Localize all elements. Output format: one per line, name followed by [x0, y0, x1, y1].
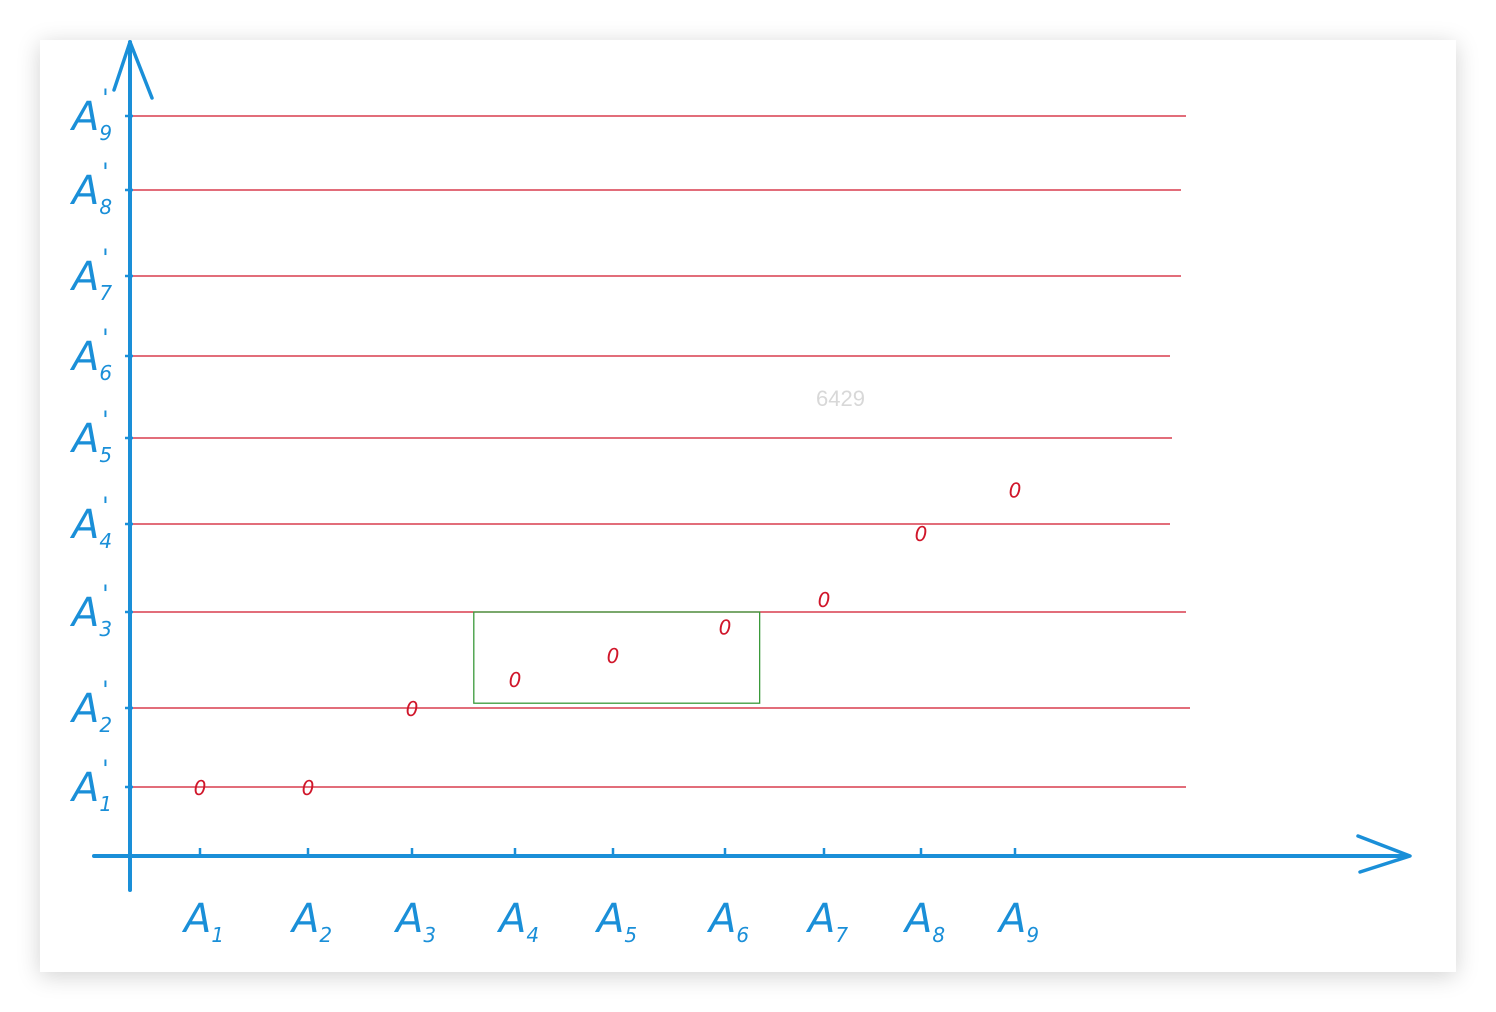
- y-label-subscript: 8: [99, 195, 112, 219]
- y-label-prime: ': [102, 158, 109, 186]
- y-label-prime: ': [102, 84, 109, 112]
- y-label-prime: ': [102, 492, 109, 520]
- y-label-prime: ': [102, 676, 109, 704]
- y-label-A7-prime: A7': [69, 244, 112, 305]
- point-marker-9: 0: [1009, 479, 1022, 503]
- diagram-svg: A1 A2 A3 A4 A5 A6 A7 A8 A9 A1'A2'A3'A4'A5'A6'A7'…: [69, 40, 1412, 947]
- highlight-box: [473, 611, 761, 704]
- y-label-A2-prime: A2': [69, 676, 112, 737]
- x-label-A2: A2: [289, 896, 332, 947]
- x-label-A5: A5: [594, 896, 637, 947]
- y-label-A1-prime: A1': [69, 755, 112, 816]
- y-label-subscript: 2: [99, 713, 112, 737]
- point-marker-8: 0: [915, 522, 928, 546]
- x-label-subscript: 2: [319, 923, 332, 947]
- y-label-subscript: 9: [99, 121, 112, 145]
- y-label-A4-prime: A4': [69, 492, 112, 553]
- x-label-subscript: 9: [1026, 923, 1039, 947]
- x-label-subscript: 4: [526, 923, 539, 947]
- x-axis-arrowhead: [1356, 834, 1412, 874]
- y-label-subscript: 1: [99, 792, 112, 816]
- watermark-text: 6429: [816, 386, 865, 411]
- point-marker-6: 0: [719, 615, 732, 639]
- y-label-A6-prime: A6': [69, 324, 112, 385]
- y-label-prime: ': [102, 324, 109, 352]
- y-label-subscript: 3: [99, 617, 112, 641]
- x-label-A3: A3: [393, 896, 436, 947]
- point-marker-7: 0: [818, 588, 831, 612]
- y-label-subscript: 4: [99, 529, 112, 553]
- y-label-A9-prime: A9': [69, 84, 112, 145]
- y-label-prime: ': [102, 580, 109, 608]
- y-axis-arrowhead: [112, 40, 154, 100]
- x-label-A6: A6: [706, 896, 749, 947]
- x-label-A1: A1: [181, 896, 224, 947]
- y-label-A3-prime: A3': [69, 580, 112, 641]
- y-label-prime: ': [102, 406, 109, 434]
- y-label-prime: ': [102, 755, 109, 783]
- x-label-subscript: 3: [423, 923, 436, 947]
- point-marker-2: 0: [302, 776, 315, 800]
- x-label-subscript: 5: [624, 923, 637, 947]
- whiteboard-canvas: A1 A2 A3 A4 A5 A6 A7 A8 A9 A1' A2' A3' A4' A5' A6' A7'…: [40, 40, 1456, 972]
- y-label-subscript: 7: [99, 281, 112, 305]
- y-label-prime: ': [102, 244, 109, 272]
- y-label-subscript: 5: [99, 443, 112, 467]
- x-label-subscript: 8: [932, 923, 945, 947]
- x-label-A4: A4: [496, 896, 539, 947]
- y-label-A5-prime: A5': [69, 406, 112, 467]
- x-label-A9: A9: [996, 896, 1039, 947]
- x-label-A8: A8: [902, 896, 945, 947]
- point-marker-3: 0: [406, 697, 419, 721]
- y-label-A8-prime: A8': [69, 158, 112, 219]
- x-label-subscript: 1: [211, 923, 224, 947]
- point-marker-1: 0: [194, 776, 207, 800]
- x-label-subscript: 6: [736, 923, 749, 947]
- x-label-A7: A7: [805, 896, 848, 947]
- point-marker-5: 0: [607, 644, 620, 668]
- x-label-subscript: 7: [835, 923, 848, 947]
- point-marker-4: 0: [509, 668, 522, 692]
- y-label-subscript: 6: [99, 361, 112, 385]
